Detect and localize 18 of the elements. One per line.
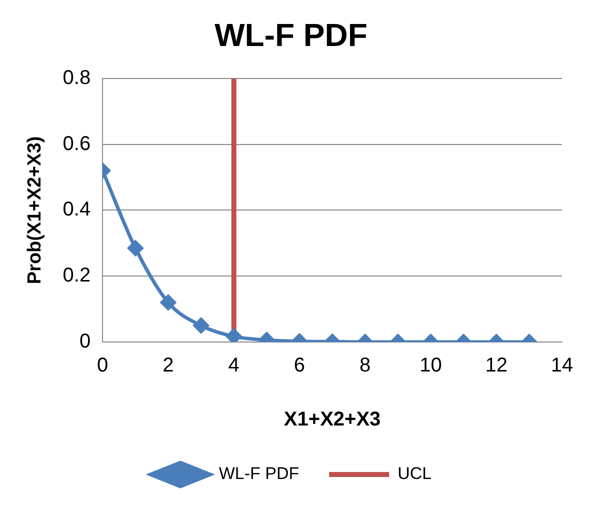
x-tick-label: 8 [360,354,371,377]
y-tick-label: 0.2 [62,264,91,287]
x-tick-label: 6 [294,354,306,377]
x-tick-label: 14 [550,354,574,377]
y-tick-label: 0.4 [62,198,91,221]
legend-label: UCL [398,464,432,484]
x-tick-label: 2 [162,354,174,377]
x-tick-label: 12 [485,354,508,377]
legend-label: WL-F PDF [218,464,300,484]
x-tick-label: 10 [420,354,442,377]
y-axis-title: Prob(X1+X2+X3) [24,136,46,284]
y-tick-label: 0 [79,330,91,353]
chart-title: WL-F PDF [214,17,368,54]
y-tick-label: 0.8 [62,66,91,89]
x-tick-label: 4 [228,354,240,377]
x-axis-title: X1+X2+X3 [284,408,381,431]
y-tick-label: 0.6 [62,132,91,155]
x-tick-label: 0 [97,354,108,377]
